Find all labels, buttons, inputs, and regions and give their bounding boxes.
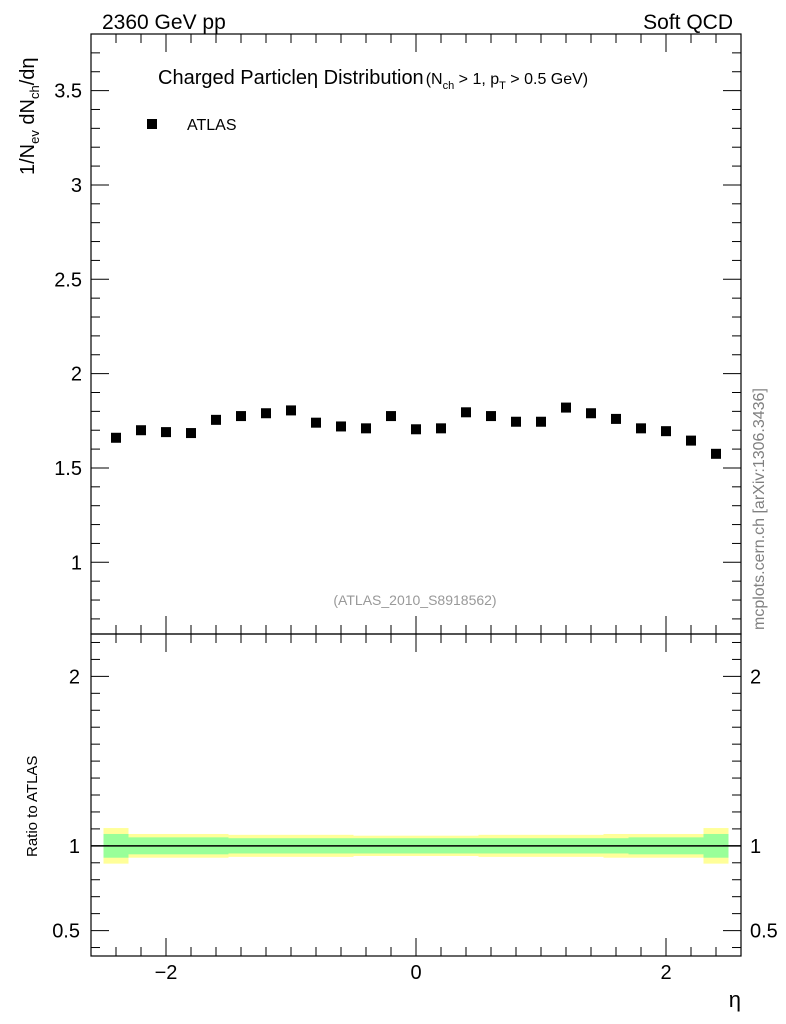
ratio-x-tick-labels: −2 0 2 [155,962,672,984]
ratio-uncertainty-bands [103,828,729,864]
main-y-ticks [91,52,741,620]
data-point [311,417,321,428]
main-x-ticks [90,34,742,634]
data-point [636,423,646,434]
main-y-tick-labels: 1 1.5 2 2.5 3 3.5 [54,81,82,575]
ratio-x-ticks [90,634,742,956]
data-point [711,448,721,459]
watermark-label: mcplots.cern.ch [arXiv:1306.3436] [751,388,768,630]
legend-label: ATLAS [187,117,237,134]
data-point [286,405,296,416]
data-point [586,408,596,419]
ratio-y-axis-label: Ratio to ATLAS [24,756,41,857]
analysis-id-label: (ATLAS_2010_S8918562) [333,592,496,608]
chart-title: Charged Particleη Distribution (Nch > 1, … [158,67,588,92]
ratio-y-tick-label-left: 0.5 [52,921,80,943]
data-point [111,432,121,443]
data-point [136,425,146,436]
energy-label: 2360 GeV pp [102,11,226,34]
data-point [386,411,396,422]
x-axis-label: η [729,987,741,1012]
main-y-tick-label: 3.5 [54,81,82,103]
main-y-tick-label: 2 [71,364,82,386]
ratio-plot-panel: 0.5 0.5 1 1 2 2 −2 0 2 Ratio to ATLAS η [24,633,778,1012]
data-point [461,407,471,418]
data-point [186,428,196,439]
main-y-axis-label: 1/Nev dNch/dη [17,57,42,175]
data-point [161,427,171,438]
data-point [486,411,496,422]
data-point [686,435,696,446]
main-y-tick-label: 1.5 [54,458,82,480]
category-label: Soft QCD [643,11,733,34]
data-point [661,426,671,437]
data-point [511,416,521,427]
main-y-tick-label: 3 [71,175,82,197]
x-tick-label: 2 [660,962,671,984]
data-point [411,424,421,435]
ratio-plot-frame [90,633,742,957]
main-plot-panel: 1 1.5 2 2.5 3 3.5 Charged Particleη Distribut… [17,33,742,635]
x-tick-label: −2 [155,962,178,984]
ratio-y-ticks [91,641,741,949]
legend-marker [147,119,157,129]
data-point [361,423,371,434]
data-point [611,413,621,424]
main-y-tick-label: 2.5 [54,269,82,291]
atlas-data-points [111,402,721,459]
main-y-tick-label: 1 [71,552,82,574]
data-point [336,421,346,432]
data-point [211,414,221,425]
ratio-y-tick-label-left: 1 [69,836,80,858]
x-tick-label: 0 [410,962,421,984]
ratio-y-tick-label-right: 1 [750,836,761,858]
ratio-y-tick-labels: 0.5 0.5 1 1 2 2 [52,666,778,942]
ratio-y-tick-label-left: 2 [69,666,80,688]
data-point [536,416,546,427]
ratio-y-tick-label-right: 0.5 [750,921,778,943]
data-point [261,408,271,419]
ratio-y-tick-label-right: 2 [750,666,761,688]
data-point [436,423,446,434]
data-point [236,411,246,422]
data-point [561,402,571,413]
